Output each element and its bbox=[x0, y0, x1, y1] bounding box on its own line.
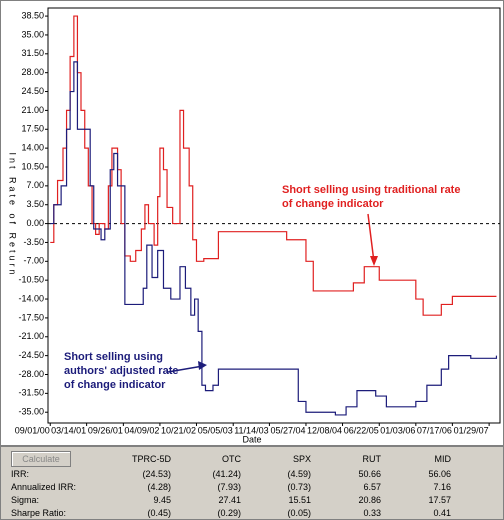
stat-value: (0.05) bbox=[287, 507, 311, 518]
stats-row: Sharpe Ratio: (0.45) (0.29) (0.05) 0.33 0.41 bbox=[5, 506, 457, 519]
chart-frame bbox=[0, 0, 504, 446]
row-label: Sharpe Ratio: bbox=[11, 507, 67, 518]
y-tick-label: -14.00 bbox=[18, 293, 44, 303]
stat-value: (4.28) bbox=[147, 481, 171, 492]
stat-value: (0.45) bbox=[147, 507, 171, 518]
y-tick-label: 7.00 bbox=[26, 180, 44, 190]
col-header: RUT bbox=[362, 454, 382, 464]
stat-value: 27.41 bbox=[218, 494, 241, 505]
stats-row: IRR: (24.53) (41.24) (4.59) 50.66 56.06 bbox=[5, 467, 457, 480]
stat-value: 7.16 bbox=[433, 481, 451, 492]
y-tick-label: -24.50 bbox=[18, 350, 44, 360]
stat-value: 20.86 bbox=[358, 494, 381, 505]
stat-value: 6.57 bbox=[363, 481, 381, 492]
stat-value: 17.57 bbox=[428, 494, 451, 505]
stat-value: (24.53) bbox=[142, 468, 171, 479]
y-axis-label: Int Rate of Return bbox=[8, 152, 18, 277]
y-tick-label: 14.00 bbox=[21, 143, 44, 153]
arrowhead bbox=[370, 256, 378, 266]
y-tick-label: -17.50 bbox=[18, 312, 44, 322]
x-tick-label: 09/01/00 bbox=[15, 425, 50, 435]
x-tick-label: 07/17/06 bbox=[417, 425, 452, 435]
y-tick-label: -7.00 bbox=[23, 256, 44, 266]
x-tick-label: 04/09/02 bbox=[124, 425, 159, 435]
y-tick-label: 31.50 bbox=[21, 48, 44, 58]
col-header: SPX bbox=[292, 454, 311, 464]
x-tick-label: 01/29/07 bbox=[454, 425, 489, 435]
stat-value: 0.33 bbox=[363, 507, 381, 518]
col-header: MID bbox=[434, 454, 452, 464]
y-tick-label: -28.00 bbox=[18, 369, 44, 379]
stat-value: (0.29) bbox=[217, 507, 241, 518]
plot-area bbox=[47, 7, 501, 424]
stats-row: Annualized IRR: (4.28) (7.93) (0.73) 6.57 7.1… bbox=[5, 480, 457, 493]
col-header: OTC bbox=[222, 454, 241, 464]
annotation: authors' adjusted rate bbox=[64, 365, 178, 377]
y-tick-label: 21.00 bbox=[21, 105, 44, 115]
stat-value: 56.06 bbox=[428, 468, 451, 479]
x-tick-label: 09/26/01 bbox=[88, 425, 123, 435]
annotation: of change indicator bbox=[64, 379, 166, 391]
row-label: IRR: bbox=[11, 468, 29, 479]
row-label: Sigma: bbox=[11, 494, 40, 505]
series-line bbox=[50, 61, 498, 416]
arrow bbox=[167, 365, 204, 373]
x-axis-label: Date bbox=[242, 434, 261, 444]
stat-value: 0.41 bbox=[433, 507, 451, 518]
stat-value: 9.45 bbox=[153, 494, 171, 505]
stats-table: Calculate TPRC-5D OTC SPX RUT MID IRR: (24.53)… bbox=[5, 451, 457, 519]
x-tick-label: 12/08/04 bbox=[307, 425, 342, 435]
y-tick-label: 3.50 bbox=[26, 199, 44, 209]
x-tick-label: 01/03/06 bbox=[380, 425, 415, 435]
chart: Int Rate of Return Date Short selling us… bbox=[0, 0, 504, 446]
y-tick-label: 10.50 bbox=[21, 161, 44, 171]
annotation: Short selling using traditional rate bbox=[282, 184, 460, 196]
row-label: Annualized IRR: bbox=[11, 481, 77, 492]
y-tick-label: 17.50 bbox=[21, 124, 44, 134]
calculate-button[interactable]: Calculate bbox=[11, 451, 71, 467]
y-tick-label: 38.50 bbox=[21, 10, 44, 20]
y-tick-label: 24.50 bbox=[21, 86, 44, 96]
y-tick-label: -21.00 bbox=[18, 331, 44, 341]
y-tick-label: -35.00 bbox=[18, 407, 44, 417]
y-tick-label: 28.00 bbox=[21, 67, 44, 77]
x-tick-label: 06/22/05 bbox=[344, 425, 379, 435]
col-header: TPRC-5D bbox=[131, 454, 171, 464]
series-line bbox=[50, 15, 497, 316]
stat-value: (7.93) bbox=[217, 481, 241, 492]
x-tick-label: 03/14/01 bbox=[51, 425, 86, 435]
stat-value: 50.66 bbox=[358, 468, 381, 479]
x-tick-label: 05/27/04 bbox=[270, 425, 305, 435]
y-tick-label: 0.00 bbox=[26, 218, 44, 228]
stat-value: (41.24) bbox=[212, 468, 241, 479]
stat-value: (0.73) bbox=[287, 481, 311, 492]
annotation: of change indicator bbox=[282, 198, 384, 210]
x-tick-label: 10/21/02 bbox=[161, 425, 196, 435]
y-tick-label: -31.50 bbox=[18, 388, 44, 398]
x-tick-label: 11/14/03 bbox=[234, 425, 268, 435]
y-tick-label: -10.50 bbox=[18, 275, 44, 285]
arrow bbox=[367, 213, 375, 263]
stat-value: (4.59) bbox=[287, 468, 311, 479]
annotation: Short selling using bbox=[64, 351, 163, 363]
stats-panel: Calculate TPRC-5D OTC SPX RUT MID IRR: (24.53)… bbox=[0, 446, 504, 520]
x-tick-label: 05/05/03 bbox=[198, 425, 233, 435]
stat-value: 15.51 bbox=[288, 494, 311, 505]
y-tick-label: -3.50 bbox=[23, 237, 44, 247]
stats-row: Sigma: 9.45 27.41 15.51 20.86 17.57 bbox=[5, 493, 457, 506]
y-tick-label: 35.00 bbox=[21, 29, 44, 39]
